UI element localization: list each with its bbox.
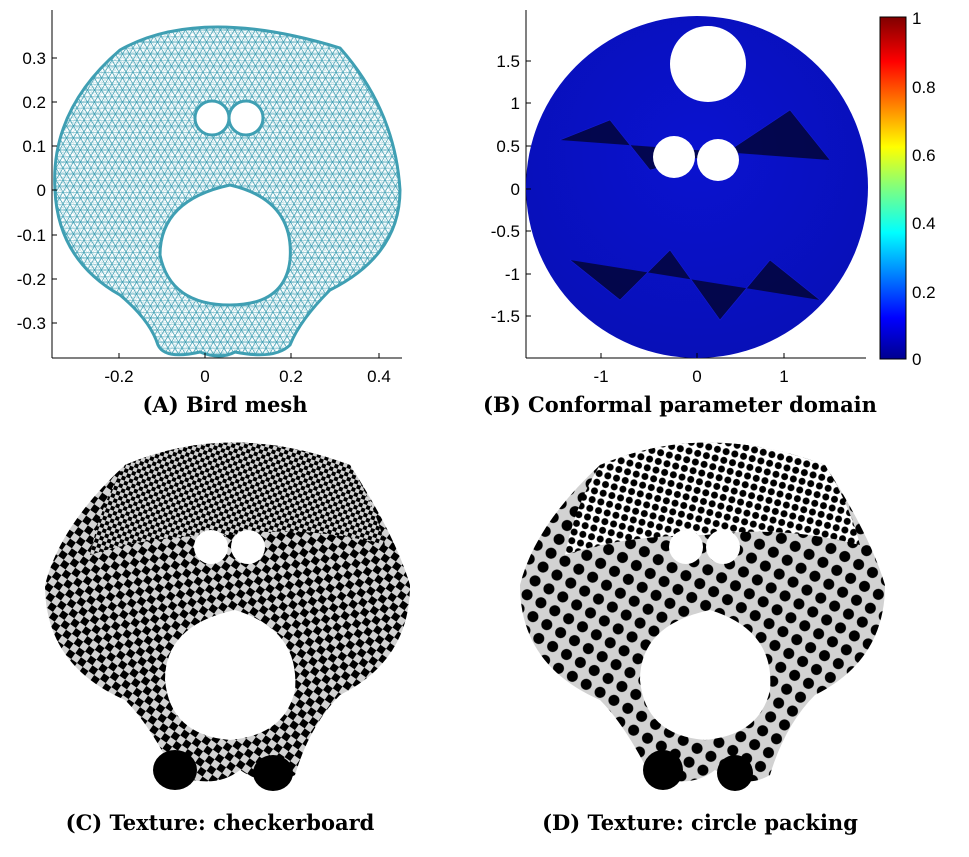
mouth-hole-d	[640, 610, 771, 740]
y-tick-b: 1	[511, 94, 520, 113]
bird-mesh-plot: -0.2 0 0.2 0.4 0.3 0.2 0.1 0 -0.1 -0.2 -…	[17, 10, 402, 386]
x-tick-b: -1	[593, 367, 608, 386]
y-tick-a: -0.2	[17, 270, 46, 289]
x-tick-a: -0.2	[104, 367, 133, 386]
caption-c: (C) Texture: checkerboard	[65, 810, 375, 835]
y-tick-a: -0.1	[17, 226, 46, 245]
caption-a: (A) Bird mesh	[142, 392, 308, 417]
eye-hole-left-a	[193, 99, 231, 137]
eye-hole-right-d	[706, 530, 740, 564]
x-tick-a: 0	[200, 367, 209, 386]
conformal-domain-plot: -1 0 1 1.5 1 0.5 0 -0.5 -1 -1.5 1 0.8 0.…	[491, 9, 936, 386]
hole-right-b	[697, 139, 739, 181]
eye-hole-right-c	[231, 530, 265, 564]
colorbar-tick: 0	[912, 350, 921, 369]
hole-large-b	[670, 26, 746, 102]
y-tick-a: -0.3	[17, 314, 46, 333]
x-tick-a: 0.2	[279, 367, 303, 386]
y-tick-b: -0.5	[491, 222, 520, 241]
y-tick-a: 0.2	[22, 93, 46, 112]
x-tick-b: 0	[692, 367, 701, 386]
eye-hole-right-a	[227, 99, 265, 137]
y-tick-b: -1	[505, 265, 520, 284]
eye-hole-left-d	[669, 530, 703, 564]
y-tick-a: 0.1	[22, 137, 46, 156]
y-tick-a: 0.3	[22, 49, 46, 68]
mouth-hole-a	[158, 183, 292, 307]
y-tick-b: 0	[511, 180, 520, 199]
y-tick-b: 0.5	[496, 137, 520, 156]
caption-b: (B) Conformal parameter domain	[483, 392, 877, 417]
colorbar-tick: 0.6	[912, 146, 936, 165]
y-tick-a: 0	[37, 181, 46, 200]
x-tick-b: 1	[779, 367, 788, 386]
y-tick-b: 1.5	[496, 52, 520, 71]
colorbar-tick: 0.4	[912, 214, 936, 233]
colorbar	[879, 16, 907, 360]
hole-left-b	[653, 136, 695, 178]
colorbar-tick: 0.8	[912, 78, 936, 97]
eye-hole-left-c	[194, 530, 228, 564]
y-tick-b: -1.5	[491, 307, 520, 326]
colorbar-tick: 1	[912, 9, 921, 28]
mouth-hole-c	[165, 610, 296, 740]
colorbar-tick: 0.2	[912, 283, 936, 302]
checkerboard-texture	[45, 442, 410, 791]
x-tick-a: 0.4	[367, 367, 391, 386]
circle-packing-texture	[520, 442, 885, 791]
caption-d: (D) Texture: circle packing	[542, 810, 858, 835]
